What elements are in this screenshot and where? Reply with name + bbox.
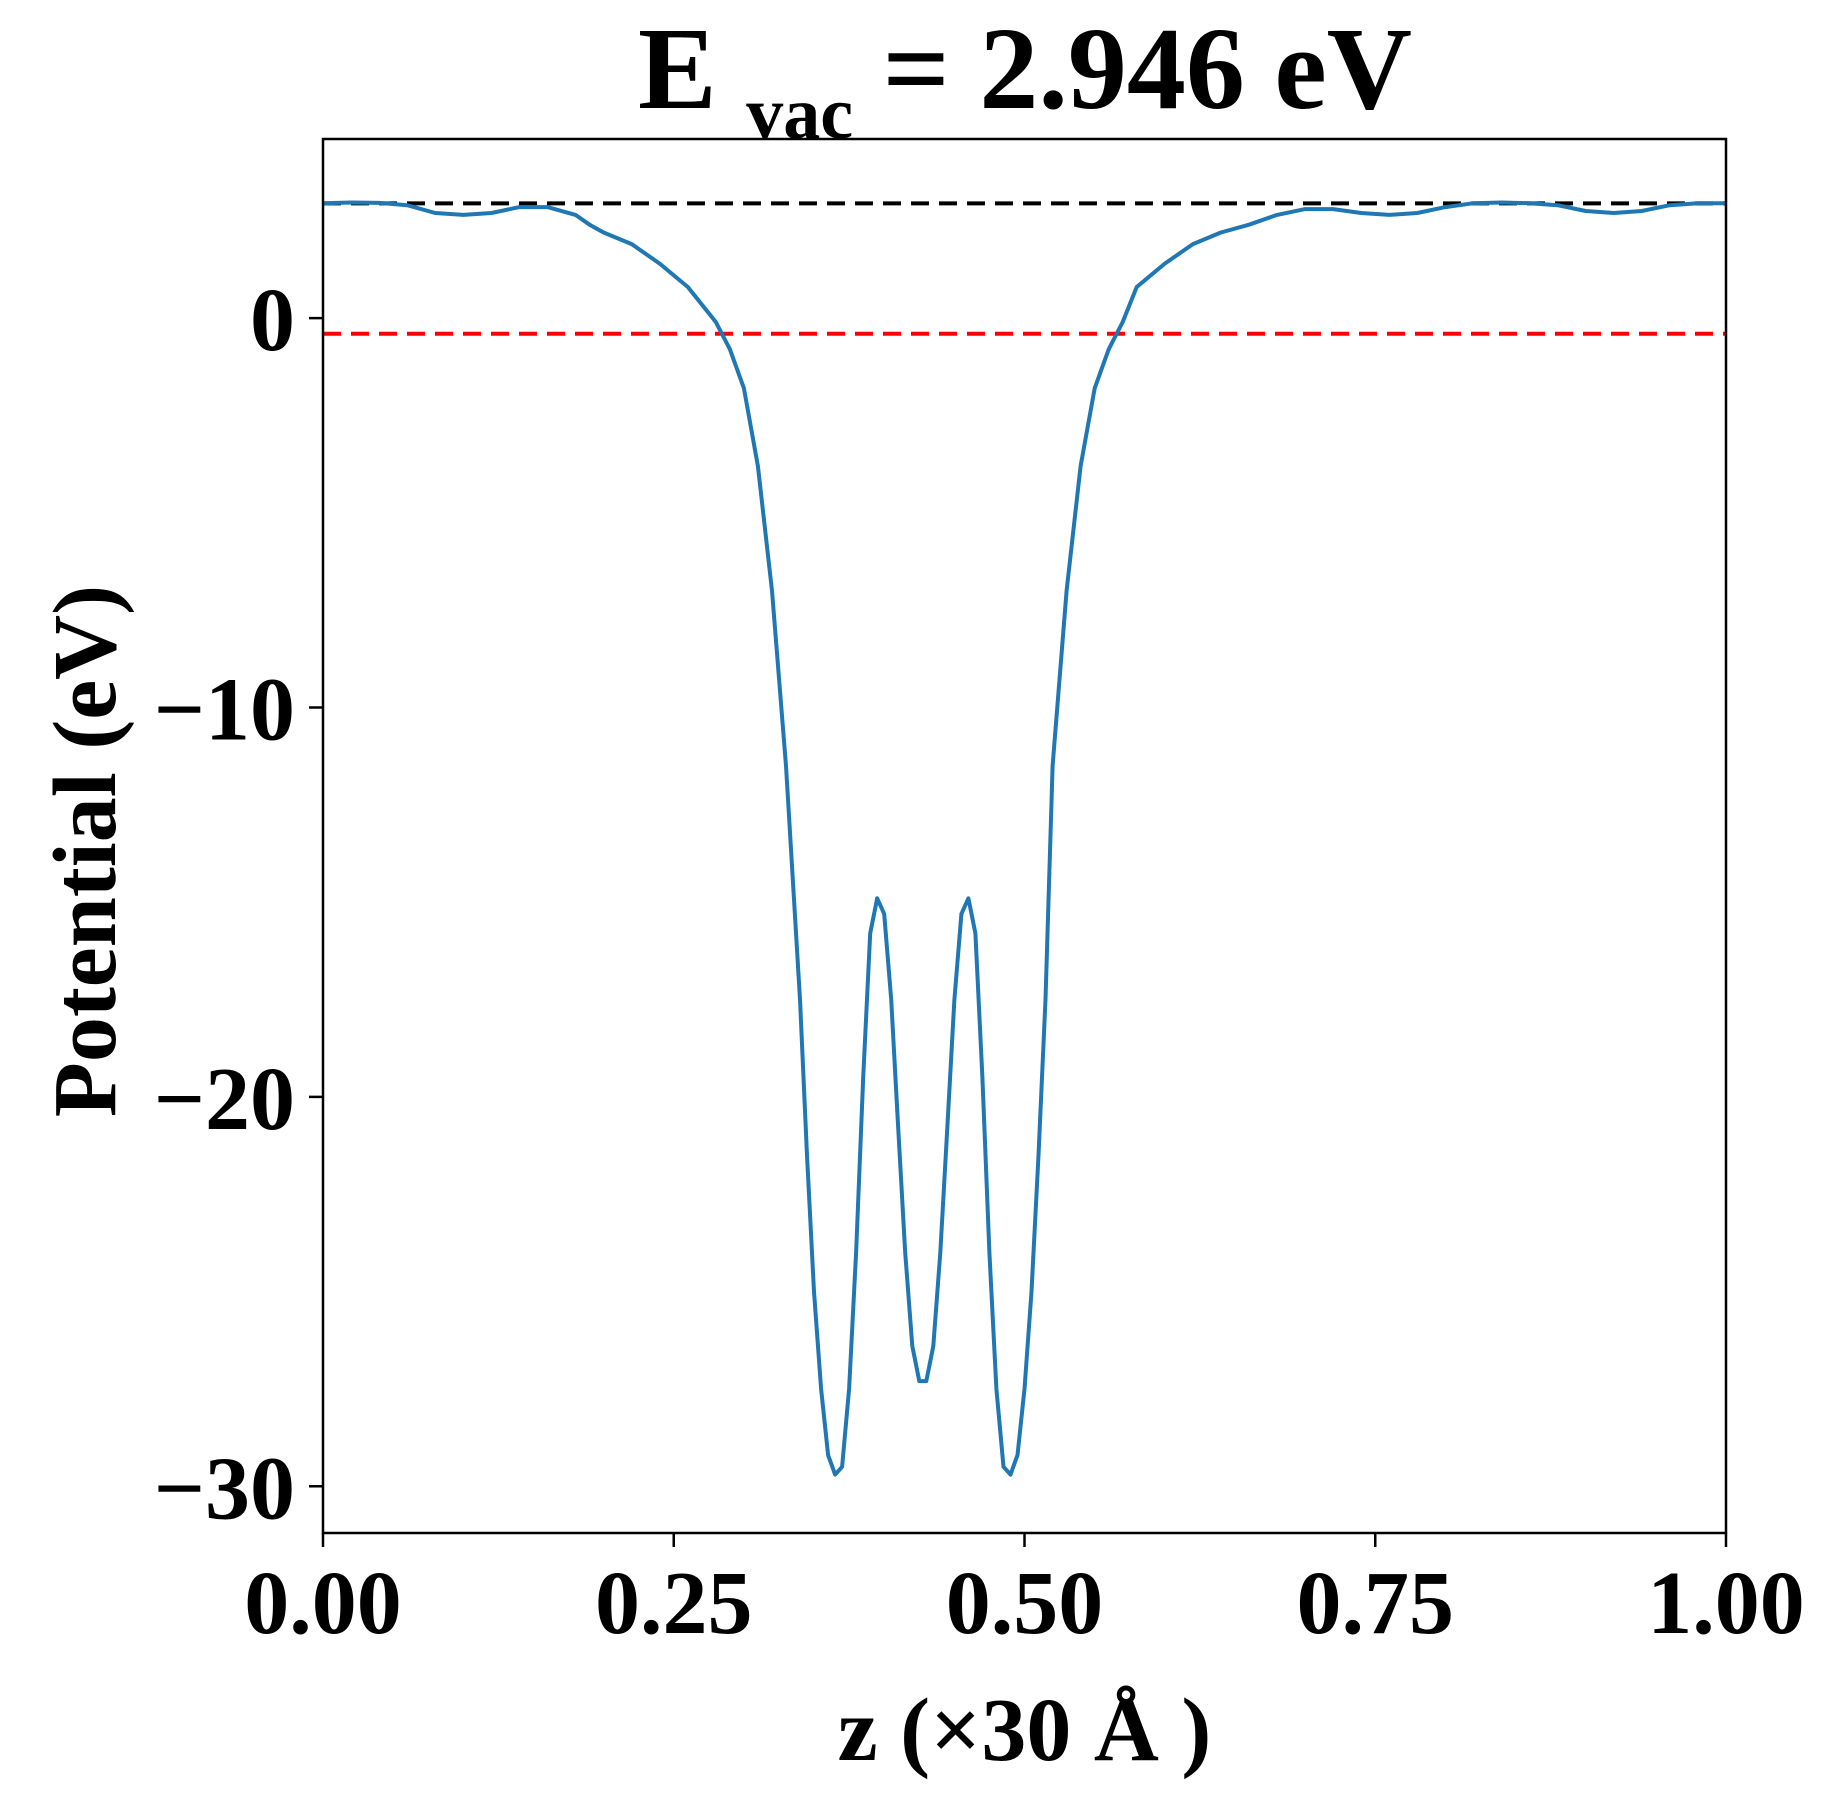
x-tick-label: 0.00 <box>244 1554 402 1653</box>
y-axis-label: Potential (eV) <box>36 585 135 1117</box>
chart-title-subscript: vac <box>746 73 853 155</box>
x-tick-label: 1.00 <box>1647 1554 1805 1653</box>
svg-text:E vac = 2.946 eV: E vac = 2.946 eV <box>638 3 1412 164</box>
plot-frame <box>321 137 1728 1535</box>
y-tick-label: −30 <box>154 1439 295 1538</box>
chart-title-main: E <box>638 3 717 134</box>
x-axis-label: z (×30 Å ) <box>838 1681 1212 1780</box>
series-layer <box>322 200 1726 1477</box>
y-tick-label: −20 <box>154 1050 295 1149</box>
series-line-0 <box>322 200 1726 1477</box>
y-axis-ticks: 0 −10 −20 −30 <box>154 271 323 1538</box>
x-tick-label: 0.50 <box>946 1554 1104 1653</box>
x-axis-ticks: 0.00 0.25 0.50 0.75 1.00 <box>244 1533 1805 1653</box>
chart-title: E vac = 2.946 eV <box>638 3 1412 164</box>
chart-title-rest: = 2.946 eV <box>883 3 1412 134</box>
reference-lines <box>323 201 1726 336</box>
x-tick-label: 0.75 <box>1297 1554 1455 1653</box>
y-tick-label: −10 <box>154 661 295 760</box>
x-tick-label: 0.25 <box>595 1554 753 1653</box>
y-tick-label: 0 <box>250 271 295 370</box>
